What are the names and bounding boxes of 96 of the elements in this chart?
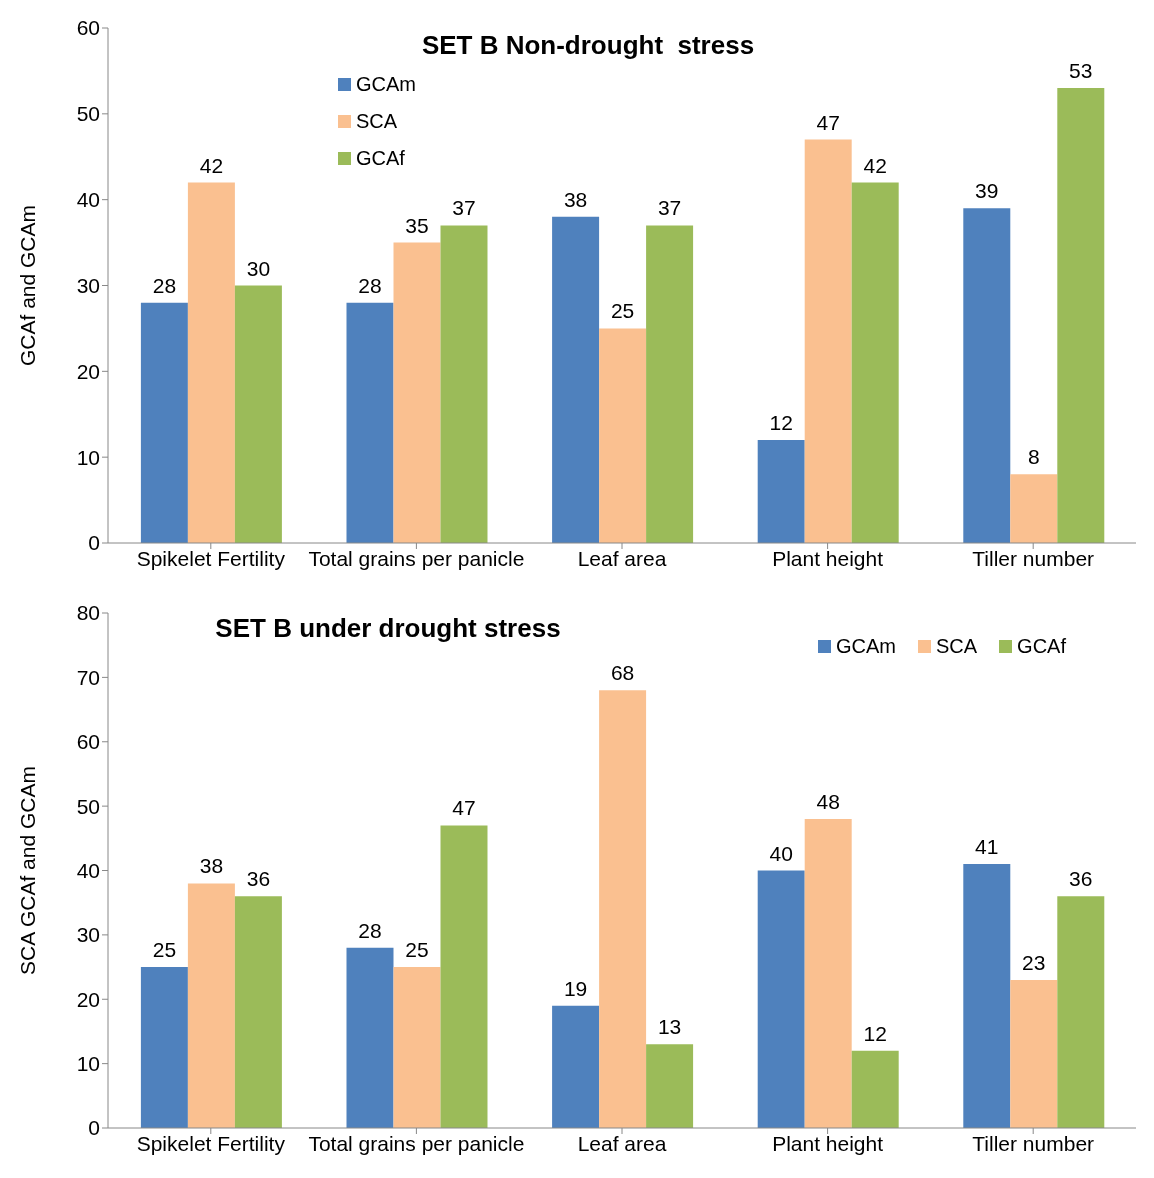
x-tick-label: Plant height [772, 1131, 884, 1155]
bar [851, 182, 899, 543]
data-label: 19 [563, 976, 588, 1000]
y-tick-label: 70 [76, 665, 100, 689]
bar [234, 285, 282, 543]
bar [851, 1050, 899, 1128]
y-axis-title: SCA GCAf and GCAm [16, 766, 40, 975]
y-tick-label: 10 [76, 445, 100, 469]
x-tick-label: Plant height [772, 546, 884, 570]
chart-title: SET B under drought stress [214, 613, 562, 644]
data-label: 25 [405, 938, 429, 962]
bar [757, 440, 805, 543]
data-label: 12 [769, 411, 793, 434]
y-tick-label: 40 [76, 188, 100, 212]
bar [599, 690, 647, 1128]
bar [552, 1005, 600, 1128]
y-tick-label: 20 [76, 987, 100, 1011]
bar [187, 883, 235, 1128]
y-tick-label: 20 [76, 359, 100, 383]
legend-label: GCAm [835, 635, 896, 658]
data-label: 38 [199, 854, 224, 878]
x-tick-label: Total grains per panicle [308, 1131, 525, 1155]
data-label: 37 [452, 196, 476, 220]
bar [1010, 979, 1058, 1128]
data-label: 53 [1069, 59, 1093, 83]
data-label: 8 [1027, 445, 1040, 469]
bar [963, 864, 1011, 1128]
bar [346, 947, 394, 1128]
data-label: 30 [246, 256, 271, 280]
y-tick-label: 60 [76, 730, 100, 754]
x-tick-label: Spikelet Fertility [136, 546, 286, 570]
bar [440, 825, 488, 1128]
data-label: 47 [452, 796, 476, 820]
data-label: 28 [358, 273, 382, 297]
y-tick-label: 50 [76, 794, 100, 818]
bar [1057, 896, 1105, 1128]
data-label: 41 [975, 835, 999, 859]
legend-label: SCA [356, 110, 398, 133]
bar [804, 819, 852, 1128]
bar [646, 1044, 694, 1128]
data-label: 39 [975, 179, 999, 203]
data-label: 28 [358, 918, 382, 942]
data-label: 23 [1022, 950, 1046, 974]
x-tick-label: Total grains per panicle [308, 546, 525, 570]
bar [393, 242, 441, 543]
bar [140, 302, 188, 543]
data-label: 28 [152, 273, 177, 297]
legend-label: GCAf [356, 147, 405, 170]
bar [646, 225, 694, 543]
x-tick-label: Leaf area [577, 1131, 667, 1155]
bar [552, 216, 600, 543]
x-tick-label: Leaf area [577, 546, 667, 570]
data-label: 37 [657, 196, 682, 220]
data-label: 48 [816, 790, 840, 813]
y-tick-label: 40 [76, 858, 100, 882]
legend-label: SCA [935, 635, 978, 658]
bar [140, 967, 188, 1128]
bar [963, 208, 1011, 543]
bar [393, 967, 441, 1128]
legend-label: GCAf [1017, 635, 1066, 658]
bar [757, 870, 805, 1128]
y-axis-title: GCAf and GCAm [16, 204, 40, 367]
data-label: 42 [199, 153, 224, 177]
data-label: 25 [610, 299, 635, 323]
x-tick-label: Tiller number [972, 1131, 1095, 1155]
data-label: 36 [1069, 867, 1093, 891]
bar [440, 225, 488, 543]
chart-title: SET B Non-drought stress [420, 30, 756, 61]
data-label: 13 [657, 1015, 682, 1039]
y-tick-label: 80 [76, 601, 100, 625]
data-label: 25 [152, 938, 177, 962]
data-label: 35 [405, 213, 429, 237]
data-label: 40 [769, 841, 793, 865]
x-tick-label: Spikelet Fertility [136, 1131, 286, 1155]
data-label: 47 [816, 110, 840, 134]
bar [599, 328, 647, 543]
bar [804, 139, 852, 543]
data-label: 36 [246, 867, 271, 891]
bar [1057, 88, 1105, 543]
y-tick-label: 0 [88, 531, 100, 555]
bar [187, 182, 235, 543]
bar [346, 302, 394, 543]
y-tick-label: 10 [76, 1052, 100, 1076]
data-label: 12 [863, 1021, 887, 1045]
y-tick-label: 30 [76, 923, 100, 947]
legend-label: GCAm [356, 73, 416, 96]
data-label: 42 [863, 153, 887, 177]
y-tick-label: 0 [88, 1116, 100, 1140]
bar [1010, 474, 1058, 543]
x-tick-label: Tiller number [972, 546, 1095, 570]
y-tick-label: 30 [76, 273, 100, 297]
y-tick-label: 60 [76, 16, 100, 40]
data-label: 38 [563, 187, 588, 211]
y-tick-label: 50 [76, 102, 100, 126]
bar [234, 896, 282, 1128]
data-label: 68 [610, 661, 635, 685]
